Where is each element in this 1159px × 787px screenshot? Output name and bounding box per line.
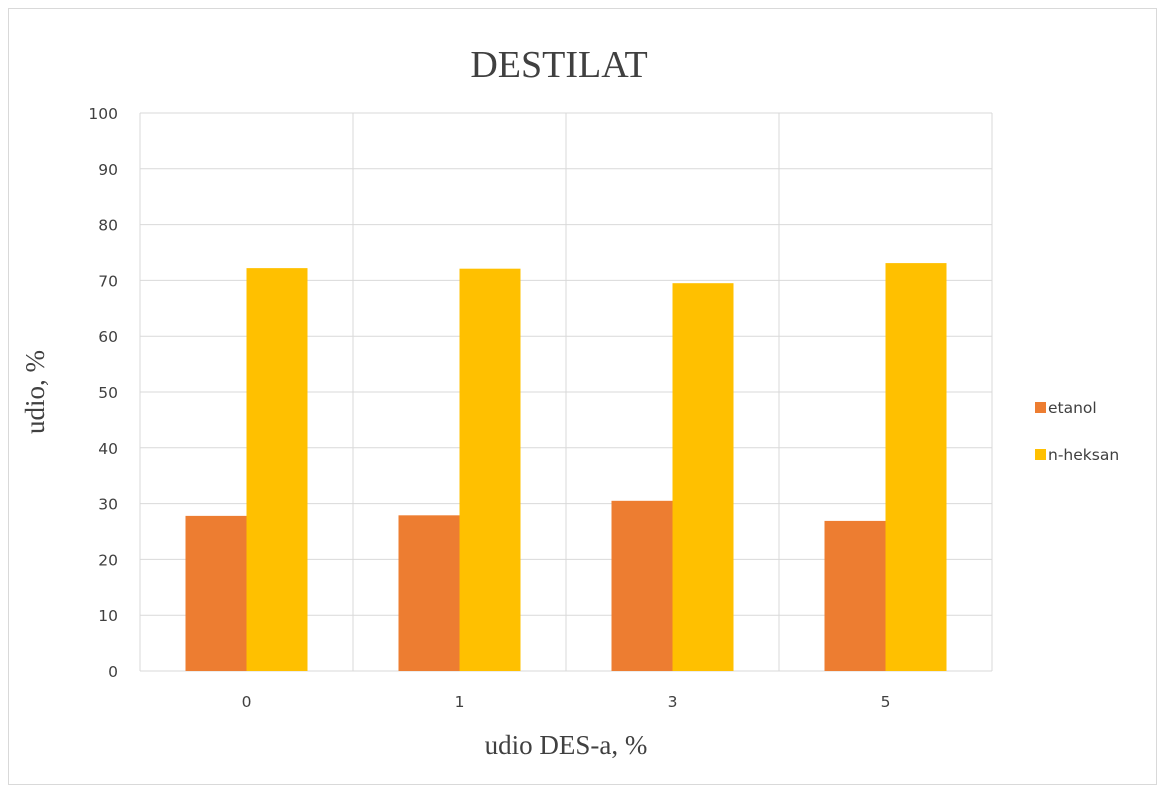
bar-n-heksan-1 — [459, 268, 521, 671]
x-axis-title: udio DES-a, % — [485, 730, 648, 760]
y-tick-label: 50 — [98, 384, 118, 402]
y-tick-label: 0 — [108, 663, 118, 681]
y-tick-label: 20 — [98, 551, 118, 569]
legend: etanol n-heksan — [1035, 399, 1119, 464]
y-tick-label: 90 — [98, 161, 118, 179]
legend-swatch-n-heksan — [1035, 449, 1046, 460]
chart-title: DESTILAT — [470, 44, 647, 86]
y-tick-label: 80 — [98, 217, 118, 235]
y-tick-label: 60 — [98, 328, 118, 346]
bars-layer — [185, 263, 947, 671]
bar-etanol-1 — [398, 515, 460, 671]
y-tick-label: 40 — [98, 440, 118, 458]
bar-etanol-3 — [611, 500, 673, 671]
bar-n-heksan-5 — [885, 263, 947, 671]
bar-etanol-5 — [824, 520, 886, 671]
legend-label: n-heksan — [1048, 446, 1119, 464]
x-tick-label: 1 — [455, 693, 465, 711]
x-tick-label: 3 — [668, 693, 678, 711]
legend-label: etanol — [1048, 399, 1097, 417]
bar-n-heksan-3 — [672, 283, 734, 671]
bar-n-heksan-0 — [246, 268, 308, 671]
y-tick-label: 10 — [98, 607, 118, 625]
legend-swatch-etanol — [1035, 402, 1046, 413]
y-tick-label: 100 — [88, 105, 118, 123]
y-axis-title: udio, % — [20, 350, 50, 434]
x-tick-label: 0 — [242, 693, 252, 711]
y-tick-label: 30 — [98, 496, 118, 514]
y-tick-label: 70 — [98, 272, 118, 290]
bar-etanol-0 — [185, 515, 247, 671]
axis-layer: 0 10 20 30 40 50 60 70 80 90 100 0 1 3 5 — [88, 105, 890, 711]
x-tick-label: 5 — [881, 693, 891, 711]
